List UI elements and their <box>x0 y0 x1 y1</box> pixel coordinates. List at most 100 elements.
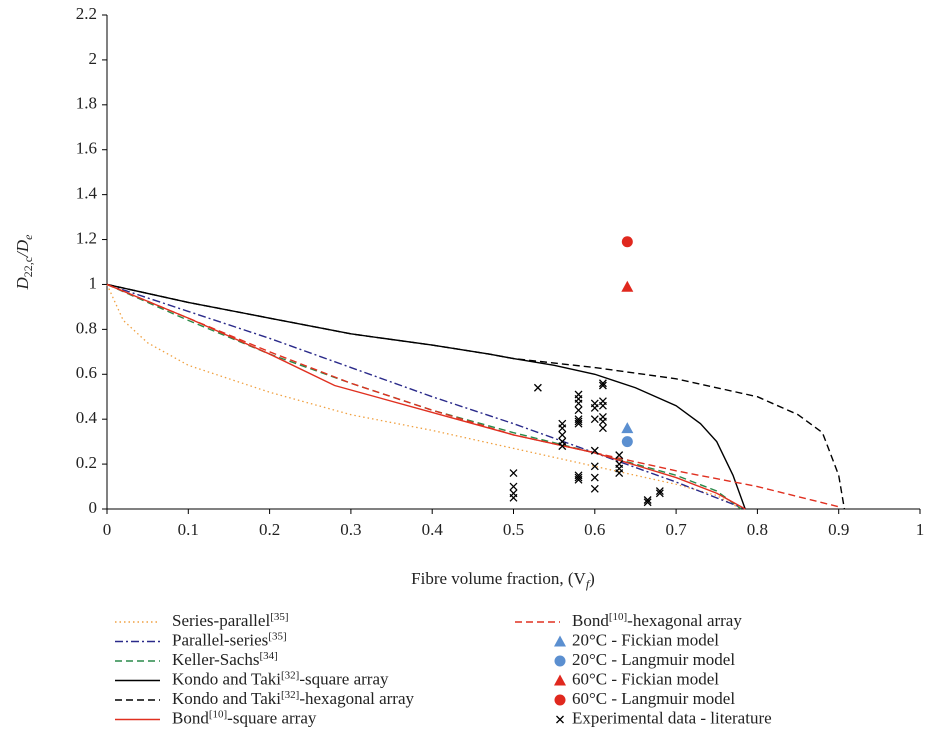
x-label-end: ) <box>589 569 595 588</box>
legend-item: 60°C - Fickian model <box>554 669 719 688</box>
x-tick-label: 0.6 <box>584 520 605 539</box>
legend-item: 20°C - Fickian model <box>554 630 719 649</box>
y-tick-label: 0.8 <box>76 318 97 337</box>
series-line <box>106 283 746 510</box>
marker-x <box>574 419 583 428</box>
marker-x <box>615 469 624 478</box>
marker-x <box>574 399 583 408</box>
legend-label: 60°C - Fickian model <box>572 669 719 688</box>
marker-x <box>509 482 518 491</box>
series-line <box>106 283 846 510</box>
marker-x <box>590 462 599 471</box>
marker-circle <box>554 694 566 706</box>
marker-triangle <box>621 422 634 434</box>
y-tick-label: 1.4 <box>76 184 98 203</box>
x-tick-label: 0.3 <box>340 520 361 539</box>
legend-label: Kondo and Taki[32]-square array <box>172 669 389 688</box>
y-tick-label: 0.2 <box>76 453 97 472</box>
marker-x <box>643 498 652 507</box>
marker-triangle <box>554 635 566 647</box>
series-line <box>106 283 742 510</box>
legend-item: Bond[10]-hexagonal array <box>515 611 742 630</box>
series-line <box>106 284 742 510</box>
marker-x <box>598 401 607 410</box>
x-tick-label: 1 <box>916 520 925 539</box>
marker-x <box>598 379 607 388</box>
series-line <box>106 283 746 510</box>
marker-x <box>598 381 607 390</box>
x-label-main: Fibre volume fraction, (V <box>411 569 586 588</box>
marker-x <box>509 493 518 502</box>
legend-item: Keller-Sachs[34] <box>115 650 278 669</box>
legend-item: Bond[10]-square array <box>115 708 317 727</box>
legend-label: Keller-Sachs[34] <box>172 650 278 669</box>
y-tick-label: 0.6 <box>76 363 97 382</box>
legend-item: Parallel-series[35] <box>115 630 287 649</box>
marker-x <box>574 475 583 484</box>
marker-circle <box>554 655 566 667</box>
marker-x <box>643 496 652 504</box>
x-tick-label: 0 <box>103 520 112 539</box>
x-tick-label: 0.1 <box>178 520 199 539</box>
marker-x <box>590 403 599 412</box>
legend-item: 60°C - Langmuir model <box>554 689 735 708</box>
legend-label: 60°C - Langmuir model <box>572 689 735 708</box>
marker-x <box>558 442 567 451</box>
y-tick-label: 1 <box>89 273 98 292</box>
series-line <box>106 283 746 510</box>
marker-triangle <box>621 280 634 292</box>
x-tick-label: 0.8 <box>747 520 768 539</box>
x-tick-label: 0.4 <box>422 520 444 539</box>
marker-x <box>615 451 624 460</box>
marker-x <box>590 484 599 493</box>
y-label-d: D <box>13 276 32 290</box>
marker-x <box>574 406 583 415</box>
y-tick-label: 0 <box>89 498 98 517</box>
y-tick-label: 2 <box>89 49 98 68</box>
y-label-sub2: e <box>21 234 35 240</box>
legend-label: Bond[10]-square array <box>172 708 317 727</box>
legend-label: 20°C - Fickian model <box>572 630 719 649</box>
marker-x <box>533 383 542 392</box>
marker-circle <box>621 436 633 448</box>
y-tick-label: 2.2 <box>76 4 97 23</box>
marker-triangle <box>554 674 566 686</box>
legend-label: Bond[10]-hexagonal array <box>572 611 742 630</box>
marker-x <box>590 446 599 455</box>
x-tick-label: 0.7 <box>665 520 687 539</box>
marker-x <box>556 715 564 724</box>
legend-label: Kondo and Taki[32]-hexagonal array <box>172 689 414 708</box>
y-axis-label: D22,c/De <box>13 234 35 291</box>
x-label-sub: f <box>586 577 591 591</box>
y-label-sub: 22,c <box>21 257 35 277</box>
legend-item: Kondo and Taki[32]-hexagonal array <box>115 689 414 708</box>
marker-x <box>590 415 599 424</box>
legend-item: Series-parallel[35] <box>115 611 289 630</box>
x-tick-label: 0.5 <box>503 520 524 539</box>
marker-x <box>655 489 664 498</box>
marker-x <box>558 430 567 439</box>
legend-item: Experimental data - literature <box>556 708 772 727</box>
y-tick-label: 0.4 <box>76 408 98 427</box>
legend-label: Parallel-series[35] <box>172 630 287 649</box>
marker-x <box>598 417 607 426</box>
legend-item: 20°C - Langmuir model <box>554 650 735 669</box>
marker-x <box>574 417 583 426</box>
marker-x <box>598 424 607 433</box>
marker-x <box>655 487 664 495</box>
legend-label: Experimental data - literature <box>572 708 772 727</box>
x-tick-label: 0.2 <box>259 520 280 539</box>
marker-x <box>558 424 567 433</box>
marker-circle <box>621 236 633 248</box>
x-tick-label: 0.9 <box>828 520 849 539</box>
marker-x <box>509 469 518 478</box>
marker-x <box>574 473 583 482</box>
y-tick-label: 1.6 <box>76 139 97 158</box>
marker-x <box>590 473 599 482</box>
legend-label: 20°C - Langmuir model <box>572 650 735 669</box>
legend-label: Series-parallel[35] <box>172 611 289 630</box>
y-tick-label: 1.2 <box>76 228 97 247</box>
x-axis-label: Fibre volume fraction, (Vf) <box>411 569 595 591</box>
